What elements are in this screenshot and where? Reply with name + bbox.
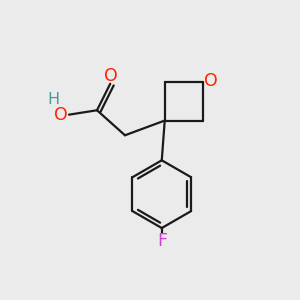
Text: F: F — [157, 232, 167, 250]
Text: O: O — [54, 106, 68, 124]
Text: H: H — [47, 92, 59, 107]
Text: O: O — [204, 72, 218, 90]
Text: O: O — [104, 67, 117, 85]
